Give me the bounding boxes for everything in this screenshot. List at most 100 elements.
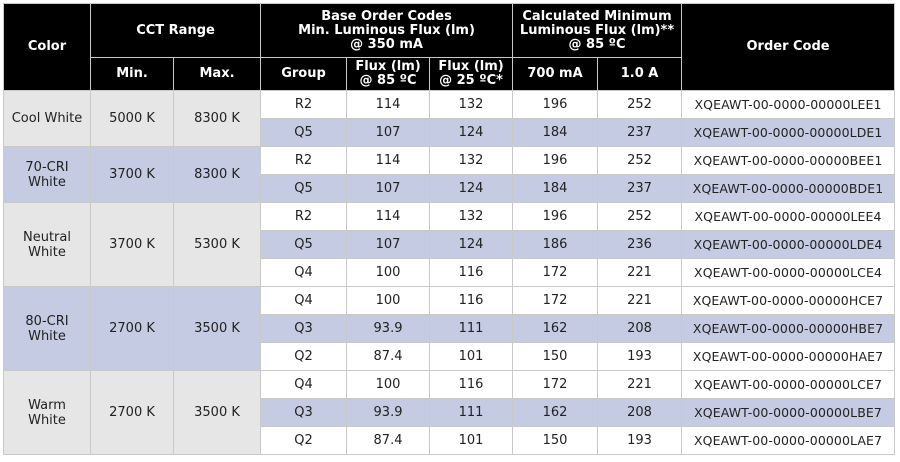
- color-label: White: [28, 328, 66, 344]
- color-cell: Cool White: [3, 90, 91, 147]
- table-row: Cool White 5000 K 8300 K R2 114 132 196 …: [3, 90, 896, 147]
- group-cell: Q4: [260, 258, 348, 287]
- flux-85c-cell: 93.9: [346, 314, 431, 343]
- flux-25c-cell: 101: [429, 426, 514, 455]
- flux-1a-cell: 221: [597, 370, 683, 399]
- spec-table-wrapper: Color CCT Range Base Order Codes Min. Lu…: [3, 3, 896, 455]
- color-label: Cool White: [11, 111, 83, 126]
- col-header-group: Group: [260, 57, 348, 91]
- cct-max-cell: 8300 K: [172, 146, 262, 203]
- group-cell: Q4: [260, 286, 348, 315]
- cct-max-cell: 5300 K: [172, 202, 262, 287]
- order-code-table: Color CCT Range Base Order Codes Min. Lu…: [3, 3, 896, 455]
- flux-85c-cell: 114: [346, 146, 431, 175]
- color-label: Warm: [28, 397, 66, 413]
- col-header-cct-range: CCT Range: [89, 3, 262, 58]
- order-code-cell: XQEAWT-00-0000-00000LBE7: [681, 398, 896, 427]
- color-label: 80-CRI: [25, 313, 69, 329]
- cct-min-cell: 5000 K: [90, 90, 174, 147]
- group-cell: Q2: [260, 342, 348, 371]
- color-label: Neutral: [23, 229, 71, 245]
- group-cell: Q5: [260, 118, 348, 147]
- header-line: Flux (lm): [438, 59, 504, 74]
- flux-1a-cell: 208: [597, 314, 683, 343]
- flux-25c-cell: 132: [429, 90, 514, 119]
- flux-25c-cell: 111: [429, 398, 514, 427]
- group-cell: R2: [260, 90, 348, 119]
- header-line: Base Order Codes: [321, 8, 452, 24]
- color-cell: 70-CRI White: [3, 146, 91, 203]
- flux-85c-cell: 107: [346, 118, 431, 147]
- col-header-color: Color: [3, 3, 91, 91]
- flux-1a-cell: 237: [597, 118, 683, 147]
- flux-700ma-cell: 196: [512, 146, 599, 175]
- flux-700ma-cell: 150: [512, 426, 599, 455]
- flux-1a-cell: 236: [597, 230, 683, 259]
- flux-25c-cell: 132: [429, 202, 514, 231]
- flux-25c-cell: 124: [429, 230, 514, 259]
- color-label: White: [28, 174, 66, 190]
- flux-85c-cell: 107: [346, 230, 431, 259]
- table-row: 70-CRI White 3700 K 8300 K R2 114 132 19…: [3, 146, 896, 203]
- header-line: @ 350 mA: [350, 36, 423, 52]
- cct-max-cell: 3500 K: [172, 370, 262, 455]
- flux-1a-cell: 221: [597, 286, 683, 315]
- flux-25c-cell: 111: [429, 314, 514, 343]
- flux-700ma-cell: 186: [512, 230, 599, 259]
- cct-max-cell: 8300 K: [172, 90, 262, 147]
- flux-1a-cell: 221: [597, 258, 683, 287]
- col-header-700ma: 700 mA: [512, 57, 599, 91]
- table-body: Cool White 5000 K 8300 K R2 114 132 196 …: [3, 90, 896, 455]
- group-cell: Q3: [260, 314, 348, 343]
- table-row: Warm White 2700 K 3500 K Q4 100 116 172 …: [3, 370, 896, 455]
- cct-min-cell: 2700 K: [90, 286, 174, 371]
- col-header-1a: 1.0 A: [597, 57, 683, 91]
- table-header: Color CCT Range Base Order Codes Min. Lu…: [3, 3, 896, 91]
- flux-85c-cell: 100: [346, 258, 431, 287]
- flux-700ma-cell: 184: [512, 174, 599, 203]
- order-code-cell: XQEAWT-00-0000-00000LEE1: [681, 90, 896, 119]
- table-row: Q5 107 124 186 236 XQEAWT-00-0000-00000L…: [4, 230, 896, 259]
- flux-25c-cell: 101: [429, 342, 514, 371]
- flux-700ma-cell: 150: [512, 342, 599, 371]
- color-label: 70-CRI: [25, 159, 69, 175]
- table-row: Q3 93.9 111 162 208 XQEAWT-00-0000-00000…: [4, 314, 896, 343]
- col-header-flux-25c: Flux (lm) @ 25 ºC*: [429, 57, 514, 91]
- group-cell: Q5: [260, 230, 348, 259]
- cct-max-cell: 3500 K: [172, 286, 262, 371]
- flux-700ma-cell: 172: [512, 258, 599, 287]
- flux-25c-cell: 124: [429, 174, 514, 203]
- col-header-max: Max.: [172, 57, 262, 91]
- group-cell: Q3: [260, 398, 348, 427]
- flux-85c-cell: 114: [346, 90, 431, 119]
- group-cell: R2: [260, 202, 348, 231]
- color-label: White: [28, 244, 66, 260]
- color-label: White: [28, 412, 66, 428]
- flux-700ma-cell: 162: [512, 398, 599, 427]
- group-cell: Q2: [260, 426, 348, 455]
- flux-1a-cell: 193: [597, 426, 683, 455]
- flux-1a-cell: 252: [597, 146, 683, 175]
- table-row: Q3 93.9 111 162 208 XQEAWT-00-0000-00000…: [4, 398, 896, 427]
- group-cell: R2: [260, 146, 348, 175]
- order-code-cell: XQEAWT-00-0000-00000HBE7: [681, 314, 896, 343]
- flux-1a-cell: 252: [597, 90, 683, 119]
- flux-25c-cell: 132: [429, 146, 514, 175]
- order-code-cell: XQEAWT-00-0000-00000LDE4: [681, 230, 896, 259]
- flux-85c-cell: 114: [346, 202, 431, 231]
- order-code-cell: XQEAWT-00-0000-00000LCE7: [681, 370, 896, 399]
- order-code-cell: XQEAWT-00-0000-00000LDE1: [681, 118, 896, 147]
- flux-85c-cell: 100: [346, 286, 431, 315]
- flux-1a-cell: 193: [597, 342, 683, 371]
- flux-700ma-cell: 172: [512, 286, 599, 315]
- col-header-order-code: Order Code: [681, 3, 896, 91]
- table-row: 80-CRI White 2700 K 3500 K Q4 100 116 17…: [3, 286, 896, 371]
- flux-700ma-cell: 162: [512, 314, 599, 343]
- col-header-flux-85c: Flux (lm) @ 85 ºC: [346, 57, 431, 91]
- flux-85c-cell: 93.9: [346, 398, 431, 427]
- table-row: Q2 87.4 101 150 193 XQEAWT-00-0000-00000…: [4, 426, 896, 455]
- order-code-cell: XQEAWT-00-0000-00000LAE7: [681, 426, 896, 455]
- order-code-cell: XQEAWT-00-0000-00000BEE1: [681, 146, 896, 175]
- flux-85c-cell: 87.4: [346, 426, 431, 455]
- flux-85c-cell: 100: [346, 370, 431, 399]
